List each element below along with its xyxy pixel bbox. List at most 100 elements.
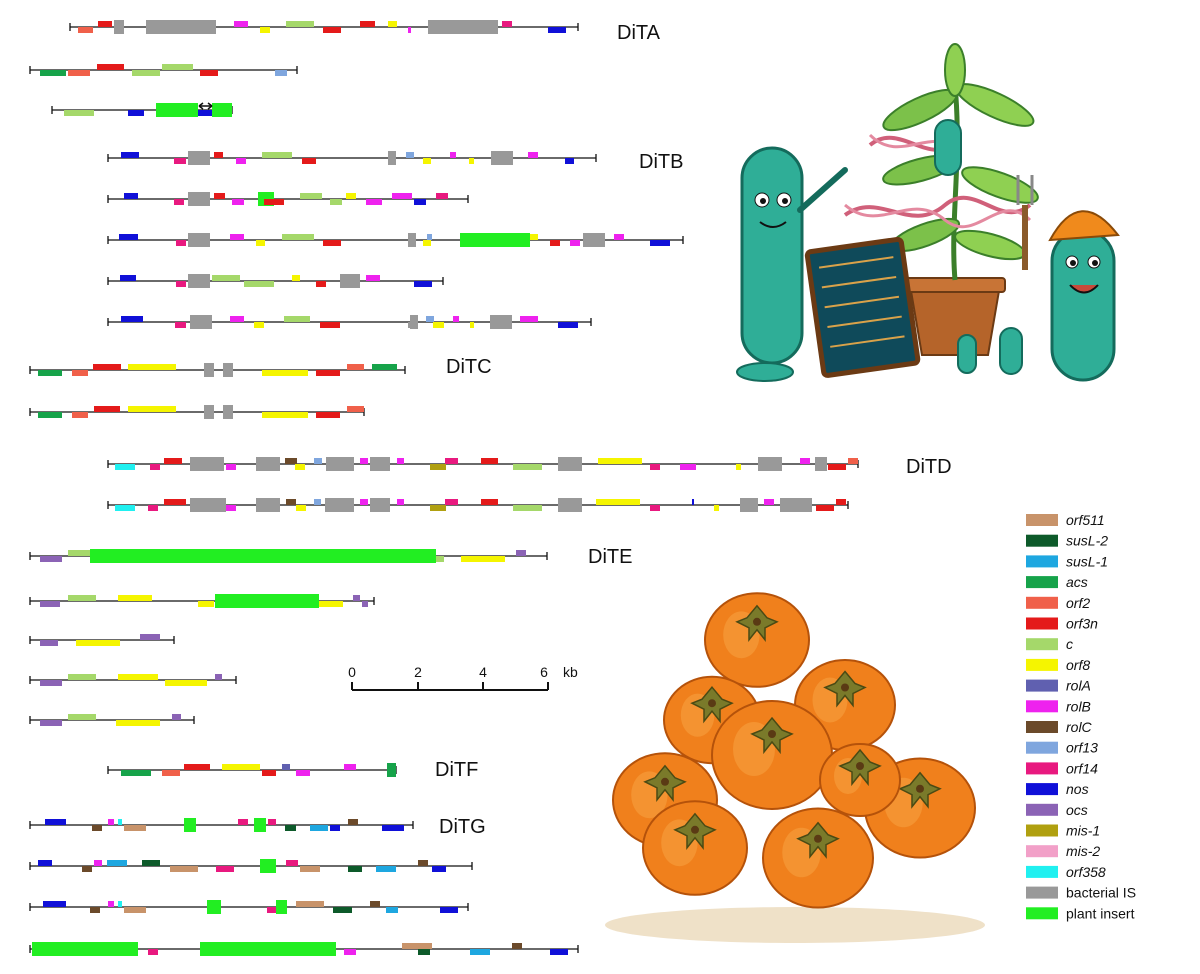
construct-track — [29, 818, 414, 832]
gene-segment-susl2 — [348, 866, 362, 872]
gene-segment-orf3n — [360, 21, 375, 27]
legend-swatch — [1026, 741, 1058, 754]
legend-swatch — [1026, 886, 1058, 899]
gene-segment-orf14 — [238, 819, 248, 825]
gene-segment-is — [114, 20, 124, 34]
gene-segment-orf2 — [72, 370, 88, 376]
gene-segment-rolb — [392, 193, 412, 199]
scale-tick-0: 0 — [348, 664, 356, 680]
gene-segment-orf3n — [214, 193, 225, 199]
gene-segment-is — [410, 234, 414, 240]
legend-item-orf14: orf14 — [1026, 760, 1098, 776]
construct-track — [107, 151, 597, 165]
gene-segment-is — [204, 363, 214, 377]
gene-segment-is — [558, 498, 582, 512]
gene-segment-orf511 — [296, 901, 324, 907]
gene-segment-rolc — [286, 499, 296, 505]
gene-segment-orf8 — [423, 158, 431, 164]
gene-segment-rolc — [512, 943, 522, 949]
gene-segment-nos — [119, 234, 138, 240]
legend-label: rolB — [1066, 698, 1091, 714]
gene-segment-orf14 — [502, 21, 512, 27]
gene-segment-orf3n — [97, 64, 124, 70]
gene-segment-mis1 — [430, 505, 446, 511]
gene-segment-nos — [382, 825, 404, 831]
gene-segment-orf13 — [314, 458, 322, 464]
gene-segment-acs — [40, 70, 66, 76]
scale-tick-4: 4 — [479, 664, 487, 680]
gene-segment-orf14 — [176, 240, 186, 246]
gene-segment-rolb — [108, 819, 114, 825]
gene-segment-plant — [260, 859, 276, 873]
gene-segment-orf13 — [426, 316, 434, 322]
gene-segment-rolb — [296, 770, 310, 776]
legend-label: orf511 — [1066, 512, 1105, 528]
gene-segment-c — [212, 275, 240, 281]
gene-segment-c — [68, 550, 90, 556]
gene-segment-c — [68, 674, 96, 680]
gene-segment-rolb — [570, 240, 580, 246]
gene-segment-orf3n — [316, 281, 326, 287]
gene-segment-acs — [387, 763, 396, 777]
gene-segment-acs — [121, 770, 151, 776]
gene-segment-orf14 — [436, 193, 448, 199]
construct-track — [107, 498, 849, 512]
gene-segment-is — [188, 192, 210, 206]
gene-segment-orf3n — [316, 412, 340, 418]
gene-segment-orf14 — [650, 464, 660, 470]
legend-item-plant: plant insert — [1026, 905, 1135, 921]
gene-segment-nos — [124, 193, 138, 199]
gene-segment-orf3n — [262, 770, 276, 776]
gene-segment-plant — [200, 942, 336, 956]
gene-segment-orf3n — [184, 764, 210, 770]
legend-item-ocs: ocs — [1026, 802, 1088, 818]
gene-segment-orf358 — [115, 464, 135, 470]
gene-segment-orf3n — [94, 406, 120, 412]
group-label-dite: DiTE — [588, 546, 632, 568]
gene-segment-c — [244, 281, 274, 287]
persimmon — [819, 743, 901, 817]
legend-item-is: bacterial IS — [1026, 885, 1136, 901]
gene-segment-rolb — [360, 458, 368, 464]
gene-segment-orf511 — [124, 907, 146, 913]
legend-swatch — [1026, 596, 1058, 609]
gene-segment-orf8 — [736, 464, 741, 470]
gene-segment-susl1 — [470, 949, 490, 955]
gene-segment-c — [330, 199, 342, 205]
gene-segment-nos — [692, 499, 694, 505]
gene-segment-orf8 — [346, 193, 356, 199]
gene-segment-nos — [550, 949, 568, 955]
gene-segment-is — [223, 405, 233, 419]
gene-segment-is — [223, 363, 233, 377]
gene-segment-rolb — [94, 860, 102, 866]
gene-segment-nos — [650, 240, 670, 246]
legend-label: acs — [1066, 574, 1088, 590]
gene-segment-orf14 — [148, 505, 158, 511]
gene-segment-c — [162, 64, 193, 70]
gene-segment-orf8 — [118, 674, 158, 680]
gene-segment-rolb — [408, 27, 411, 33]
gene-segment-rolc — [92, 825, 102, 831]
legend-item-orf511: orf511 — [1026, 512, 1105, 528]
gene-segment-c — [68, 714, 96, 720]
scale-bar: 0 2 4 6 kb — [348, 664, 578, 691]
legend-swatch — [1026, 803, 1058, 816]
gene-segment-is — [190, 498, 226, 512]
gene-segment-is — [340, 274, 360, 288]
gene-segment-susl2 — [333, 907, 352, 913]
construct-track — [107, 233, 684, 247]
legend-swatch — [1026, 514, 1058, 526]
legend-swatch — [1026, 679, 1058, 692]
gene-segment-c — [68, 595, 96, 601]
gene-segment-orf3n — [550, 240, 560, 246]
gene-segment-orf3n — [214, 152, 223, 158]
legend-label: mis-2 — [1066, 843, 1100, 859]
gene-segment-orf14 — [175, 322, 186, 328]
legend-item-susl1: susL-1 — [1026, 553, 1108, 569]
construct-track — [29, 634, 175, 646]
gene-segment-orf8 — [469, 158, 474, 164]
construct-track — [29, 859, 473, 873]
gene-segment-c — [436, 556, 444, 562]
gene-segment-is — [780, 498, 812, 512]
